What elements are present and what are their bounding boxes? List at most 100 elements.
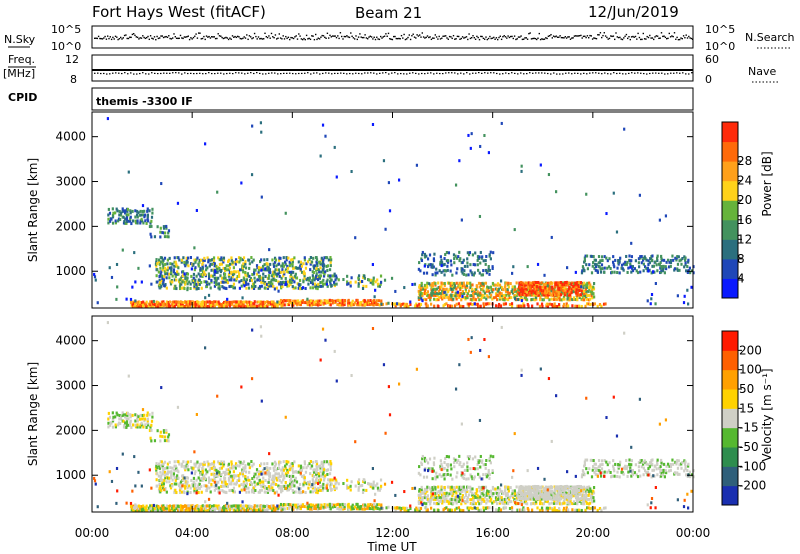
velocity-cell	[180, 462, 184, 466]
velocity-cell	[295, 503, 299, 507]
power-cell	[390, 276, 394, 280]
power-cell	[455, 287, 458, 291]
velocity-cell	[162, 508, 165, 512]
nsky-point	[636, 38, 638, 40]
power-cell	[251, 286, 254, 290]
power-cell	[542, 293, 545, 297]
nsky-point	[355, 35, 357, 37]
velocity-cell	[372, 480, 375, 484]
power-cell	[364, 303, 367, 307]
nave-point	[568, 72, 570, 74]
power-cell	[185, 303, 188, 307]
power-cell	[136, 305, 139, 309]
nsky-point	[96, 37, 98, 40]
velocity-cell	[425, 506, 428, 510]
velocity-cell	[192, 482, 196, 486]
nsky-point	[465, 36, 468, 38]
power-cell	[449, 269, 452, 273]
power-cell	[428, 282, 431, 286]
nsky-point	[406, 38, 408, 40]
power-cell	[485, 287, 488, 291]
power-cell	[484, 281, 488, 285]
power-cell	[192, 302, 195, 306]
power-cell	[215, 302, 218, 306]
power-cell	[206, 300, 209, 304]
nsky-point	[305, 34, 308, 37]
velocity-cell	[245, 490, 248, 494]
velocity-cell	[309, 460, 312, 464]
power-cell	[231, 262, 234, 266]
power-cell	[417, 267, 420, 271]
power-cell	[219, 258, 223, 262]
velocity-cell	[249, 506, 252, 510]
power-cell	[446, 268, 449, 272]
power-cell	[220, 256, 223, 260]
power-cell	[502, 294, 505, 298]
power-cell	[266, 286, 270, 290]
velocity-cell	[205, 486, 209, 490]
velocity-cell	[224, 484, 227, 488]
velocity-cell	[165, 472, 168, 476]
power-cell	[244, 266, 248, 270]
power-cell	[314, 286, 318, 290]
power-cell	[245, 300, 249, 304]
velocity-cell	[317, 503, 320, 507]
power-cell	[501, 294, 504, 298]
station-title: Fort Hays West (fitACF)	[92, 3, 266, 21]
velocity-cell	[171, 478, 174, 482]
power-cell	[145, 221, 148, 225]
power-cell	[219, 274, 222, 278]
velocity-cell	[337, 482, 340, 486]
nsky-point	[536, 38, 538, 41]
velocity-cell	[315, 460, 318, 464]
velocity-cell	[220, 507, 223, 511]
velocity-cell	[201, 472, 204, 476]
power-cell	[581, 298, 584, 302]
velocity-cell	[286, 506, 289, 510]
velocity-cell	[373, 506, 376, 510]
velocity-cell	[175, 491, 178, 495]
power-cell	[470, 294, 473, 298]
velocity-cell	[319, 466, 322, 470]
velocity-cell	[552, 508, 556, 512]
nave-point	[643, 72, 645, 75]
power-cell	[367, 299, 370, 303]
nsky-point	[634, 35, 637, 38]
power-cell	[552, 289, 555, 293]
nsky-point	[142, 35, 144, 37]
power-cell	[308, 276, 311, 280]
power-cell	[256, 266, 259, 270]
power-cell	[183, 287, 186, 291]
power-cell	[526, 290, 529, 294]
power-cell	[114, 211, 117, 215]
nsky-point	[463, 37, 465, 39]
velocity-cell	[203, 504, 206, 508]
velocity-cell	[280, 508, 283, 512]
power-cell	[315, 276, 318, 280]
nsky-point	[322, 35, 325, 37]
velocity-cell	[453, 485, 456, 489]
velocity-cell	[162, 506, 166, 510]
nsky-point	[292, 37, 295, 40]
power-cell	[136, 219, 139, 223]
velocity-cell	[423, 501, 426, 505]
nsky-panel: N.Sky 10^5 10^0 10^5 10^0 N.Search	[4, 23, 795, 53]
power-cell	[306, 276, 309, 280]
power-cell	[601, 267, 604, 271]
velocity-cell	[294, 490, 297, 494]
velocity-cell	[308, 503, 311, 507]
nsky-point	[671, 35, 673, 37]
power-cell	[547, 281, 550, 285]
power-cell	[260, 280, 263, 284]
power-cell	[473, 289, 476, 293]
nsky-point	[629, 38, 631, 41]
power-cell	[485, 289, 488, 293]
power-cell	[242, 264, 246, 268]
power-cell	[204, 303, 208, 307]
velocity-cell	[268, 472, 272, 476]
power-cell	[538, 289, 541, 293]
power-cell	[440, 264, 443, 268]
power-cell	[505, 297, 509, 301]
velocity-cell	[260, 506, 264, 510]
velocity-cell	[428, 499, 431, 503]
